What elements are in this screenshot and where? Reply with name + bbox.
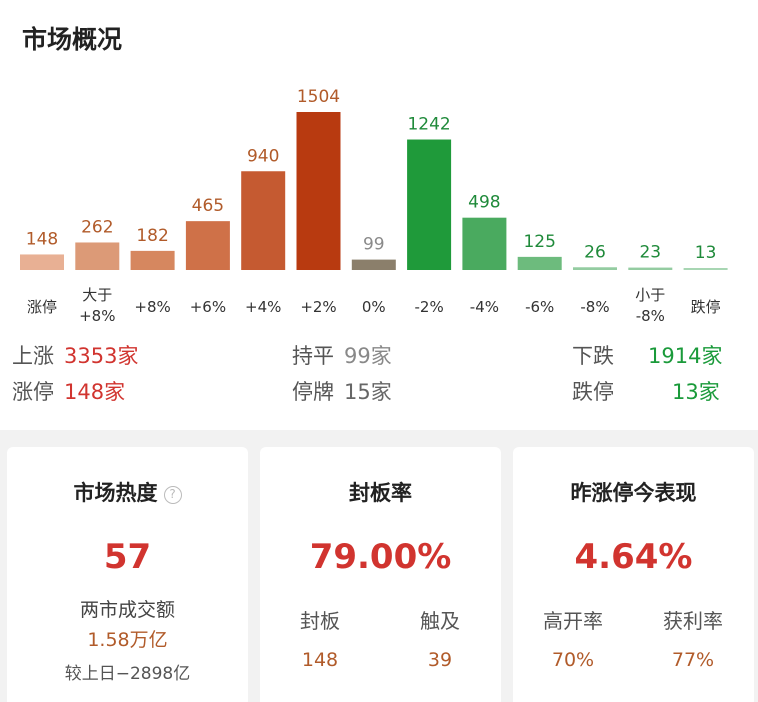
bar-value-label: 182 [136,226,168,246]
bar-value-label: 465 [192,196,224,216]
category-label: -8% [580,298,609,316]
bar-7 [407,139,452,270]
turnover-change: 较上日−2898亿 [64,664,191,684]
bar-value-label: 23 [639,243,661,263]
bar-9 [517,256,562,270]
seal-rate-title: 封板率 [349,481,412,505]
stat-flat-label: 持平 [292,344,334,368]
category-label: 涨停 [27,298,57,316]
bar-5 [296,112,341,270]
bar-value-label: 498 [468,193,500,213]
stat-down-value: 1914家 [648,344,723,368]
category-label: -2% [414,298,443,316]
bar-10 [573,267,617,270]
touched-label: 触及 [420,609,460,633]
page-title: 市场概况 [22,25,123,54]
bar-value-label: 26 [584,242,606,262]
market-heat-card[interactable]: 市场热度? 57 两市成交额 1.58万亿 较上日−2898亿 [7,447,248,702]
stat-up-value: 3353家 [64,344,139,368]
bar-value-label: 99 [363,235,385,255]
stat-suspend-label: 停牌 [292,380,334,404]
market-heat-title: 市场热度? [7,477,248,507]
stat-flat: 持平 99家 [292,340,392,370]
stat-limit-up: 涨停 148家 [12,376,125,406]
stat-suspend: 停牌 15家 [292,376,392,406]
bar-1 [75,242,120,270]
bar-value-label: 262 [81,217,113,237]
high-open-value: 70% [551,649,595,671]
bar-value-label: 1242 [407,115,450,135]
category-label: -8% [636,307,665,325]
bar-value-label: 1504 [297,87,340,107]
bar-value-label: 125 [523,232,555,252]
bar-value-label: 940 [247,146,279,166]
category-label: +4% [245,298,281,316]
category-label: 大于 [82,286,112,304]
category-label: +8% [134,298,170,316]
bar-12 [683,268,728,270]
market-heat-title-text: 市场热度 [73,481,158,505]
profit-rate-value: 77% [671,649,715,671]
yesterday-limit-up-value: 4.64% [574,537,693,577]
stat-limit-up-label: 涨停 [12,380,54,404]
stat-up-label: 上涨 [12,344,54,368]
bar-6 [351,259,396,270]
yesterday-limit-up-title: 昨涨停今表现 [570,481,697,505]
stat-suspend-value: 15家 [344,380,392,404]
stat-limit-down-label: 跌停 [572,380,614,404]
bar-2 [130,250,175,270]
stat-limit-down-value: 13家 [672,380,720,404]
stat-up: 上涨 3353家 [12,340,138,370]
market-heat-value: 57 [103,537,152,577]
seal-rate-card[interactable]: 封板率 79.00% 封板 触及 148 39 [260,447,501,702]
stat-down: 下跌 1914家 [572,340,722,370]
bar-3 [185,221,230,270]
sealed-value: 148 [301,649,339,671]
stat-flat-value: 99家 [344,344,392,368]
high-open-label: 高开率 [543,609,603,633]
category-label: 0% [362,298,386,316]
turnover-value: 1.58万亿 [87,629,168,651]
help-icon[interactable]: ? [163,486,182,504]
category-label: 小于 [635,286,665,304]
bar-4 [241,171,286,270]
bar-11 [628,267,673,270]
distribution-chart: 148 涨停 262 大于 +8% 182 +8% 465 +6% 940 +4% 1504 +2% 99… [20,87,728,325]
yesterday-limit-up-card[interactable]: 昨涨停今表现 4.64% 高开率 获利率 70% 77% [513,447,754,702]
seal-rate-value: 79.00% [309,537,452,577]
bar-0 [20,254,64,270]
market-overview-panel: 市场概况 148 涨停 262 大于 +8% 182 +8% 465 +6% 940 +4% 1504… [0,0,758,430]
bar-value-label: 13 [695,243,717,263]
category-label: -4% [470,298,499,316]
touched-value: 39 [427,649,453,671]
category-label: -6% [525,298,554,316]
stat-limit-down: 跌停 13家 [572,376,720,406]
turnover-label: 两市成交额 [79,599,175,621]
stat-limit-up-value: 148家 [64,380,126,404]
profit-rate-label: 获利率 [663,609,723,633]
category-label: +8% [79,307,115,325]
stat-down-label: 下跌 [572,344,614,368]
category-label: +6% [190,298,226,316]
sealed-label: 封板 [300,609,340,633]
category-label: 跌停 [691,298,721,316]
category-label: +2% [300,298,336,316]
bar-value-label: 148 [26,229,58,249]
bar-8 [462,217,507,270]
